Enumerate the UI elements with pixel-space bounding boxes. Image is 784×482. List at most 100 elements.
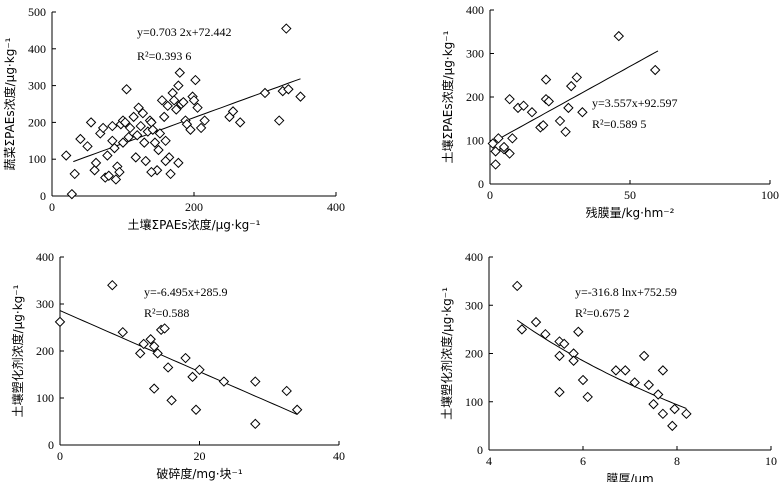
data-point	[160, 155, 171, 167]
data-point	[573, 326, 584, 337]
data-point	[139, 137, 150, 148]
data-point	[159, 323, 170, 334]
data-point	[173, 157, 184, 169]
data-point	[174, 67, 186, 78]
data-point	[152, 348, 163, 359]
data-point	[577, 107, 588, 118]
data-point	[149, 137, 161, 148]
data-point	[188, 95, 200, 106]
data-point	[140, 155, 151, 167]
data-point	[162, 100, 173, 112]
data-point	[148, 341, 160, 352]
data-point	[610, 365, 622, 376]
y-tick-label: 300	[465, 298, 483, 312]
y-axis-label: 土壤塑化剂浓度/μg·kg⁻¹	[439, 287, 454, 420]
data-point	[66, 188, 78, 200]
x-axis-label: 残膜量/kg·hm⁻²	[586, 206, 675, 220]
data-point	[133, 102, 144, 113]
data-point	[560, 126, 571, 138]
data-point	[530, 316, 542, 328]
data-point	[153, 144, 164, 156]
y-tick-label: 100	[28, 152, 46, 166]
data-point	[620, 365, 631, 376]
data-point	[82, 141, 93, 152]
data-point	[554, 115, 566, 127]
data-point	[227, 106, 239, 117]
data-point	[629, 377, 640, 388]
data-point	[657, 365, 669, 376]
y-tick-label: 200	[28, 115, 46, 129]
panel-1: 0 200 400 0 100 200 300 400 500 土壤ΣPAEs浓度/μg·kg⁻¹…	[2, 5, 345, 232]
y-tick-label: 0	[477, 443, 483, 457]
data-point	[540, 328, 551, 340]
x-tick-label: 4	[486, 454, 492, 468]
data-point	[130, 152, 141, 163]
x-tick-label: 0	[49, 200, 55, 214]
r-squared-label: R²=0.588	[144, 306, 189, 320]
data-point	[281, 385, 292, 397]
data-point	[137, 107, 149, 119]
data-point	[178, 96, 189, 108]
data-point	[558, 338, 570, 350]
data-point	[199, 115, 210, 126]
data-point	[158, 111, 170, 123]
data-point	[145, 334, 156, 345]
y-tick-label: 100	[465, 395, 483, 409]
y-tick-label: 100	[36, 391, 54, 405]
data-point	[571, 72, 583, 83]
data-point	[657, 408, 669, 420]
data-point	[273, 115, 285, 126]
data-point	[131, 130, 143, 141]
data-point	[138, 338, 149, 350]
x-tick-label: 50	[624, 188, 636, 202]
data-point	[234, 117, 246, 128]
data-point	[543, 96, 555, 107]
x-tick-label: 0	[487, 188, 493, 202]
data-point	[613, 30, 625, 42]
data-point	[102, 150, 113, 161]
data-point	[493, 133, 504, 144]
r-squared-label: R²=0.675 2	[575, 306, 629, 320]
data-point	[667, 420, 678, 432]
data-point	[681, 408, 692, 420]
data-point	[110, 174, 122, 185]
y-tick-label: 300	[466, 47, 484, 61]
data-point	[648, 398, 659, 410]
data-point	[568, 355, 579, 366]
data-point	[123, 131, 134, 143]
data-point	[107, 135, 118, 147]
data-point	[487, 138, 499, 149]
data-point	[185, 124, 196, 135]
y-tick-label: 0	[40, 189, 46, 203]
r-squared-label: R²=0.393 6	[137, 49, 191, 63]
data-point	[154, 128, 166, 139]
data-point	[498, 141, 510, 153]
fit-line	[59, 310, 298, 415]
data-point	[490, 159, 501, 170]
data-point	[103, 170, 115, 181]
data-point	[195, 122, 207, 134]
data-point	[117, 326, 128, 338]
data-point	[582, 391, 593, 403]
y-tick-label: 300	[28, 79, 46, 93]
data-point	[281, 23, 292, 34]
data-point	[190, 74, 201, 86]
y-tick-label: 300	[36, 297, 54, 311]
data-point	[54, 316, 66, 328]
panel-3: 0 20 400100200300400破碎度/mg·块⁻¹土壤塑化剂浓度/μg·k…	[10, 250, 345, 481]
x-axis-label: 破碎度/mg·块⁻¹	[156, 466, 242, 481]
data-point	[504, 148, 515, 159]
x-tick-label: 10	[765, 454, 777, 468]
data-point	[518, 100, 529, 111]
y-tick-label: 200	[466, 90, 484, 104]
data-point	[114, 166, 125, 178]
data-point	[69, 168, 80, 180]
data-point	[117, 137, 129, 148]
data-point	[148, 383, 160, 394]
data-point	[554, 386, 565, 398]
data-point	[166, 395, 177, 406]
data-point	[526, 107, 538, 118]
x-tick-label: 100	[761, 188, 779, 202]
data-point	[507, 133, 518, 144]
